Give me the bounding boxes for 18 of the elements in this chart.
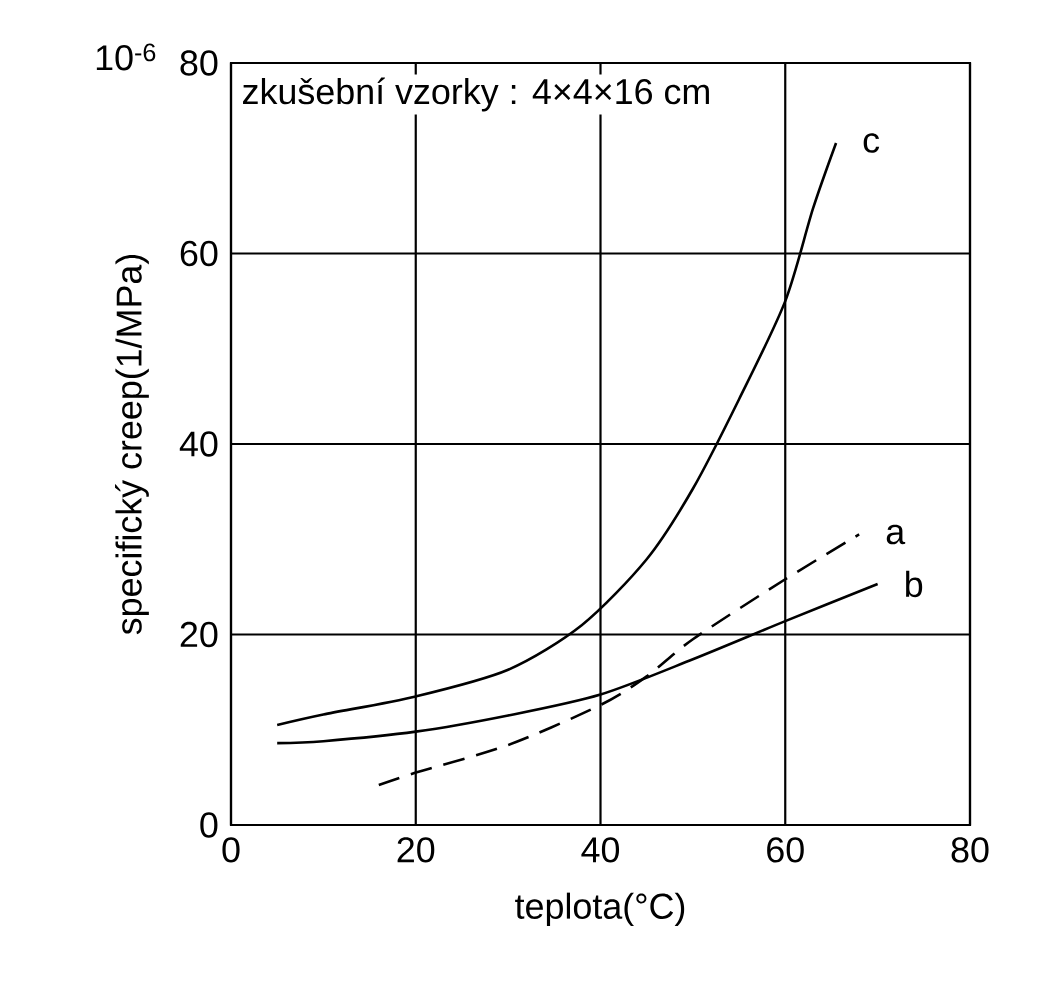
series-label: a bbox=[886, 524, 906, 545]
line-series bbox=[275, 141, 838, 727]
chart-title: zkušební vzorky : 4×4×16 cm bbox=[243, 77, 709, 112]
y-tick-label: 20 bbox=[180, 621, 218, 648]
x-tick-label: 60 bbox=[767, 837, 804, 863]
x-tick-label: 80 bbox=[951, 837, 989, 863]
y-tick-label: 80 bbox=[180, 50, 218, 76]
y-tick-label: 40 bbox=[179, 431, 218, 457]
text: 10$^{-6}$ bbox=[96, 43, 156, 71]
x-tick-label: 40 bbox=[581, 837, 620, 863]
x-tick-label: 20 bbox=[397, 837, 435, 863]
series-label: b bbox=[906, 570, 923, 598]
y-tick-label: 60 bbox=[180, 240, 218, 267]
x-axis-title: teplota(°C) bbox=[515, 892, 685, 927]
y-axis-title: specifický creep(1/MPa) bbox=[115, 254, 149, 635]
x-tick-label: 0 bbox=[222, 837, 240, 863]
series-label: c bbox=[863, 133, 880, 153]
y-tick-label: 0 bbox=[200, 812, 218, 838]
